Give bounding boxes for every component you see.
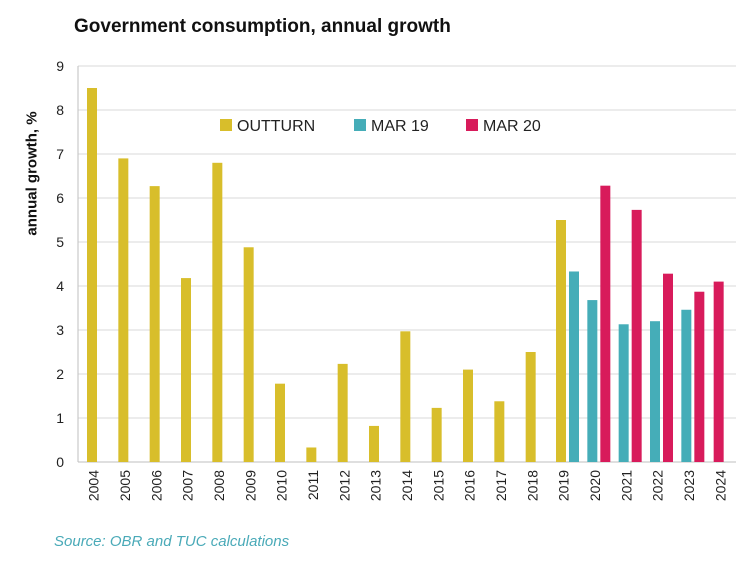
chart-title: Government consumption, annual growth — [74, 16, 451, 37]
x-tick-label: 2012 — [336, 470, 352, 501]
y-tick-label: 9 — [56, 58, 64, 74]
y-axis-ticks: 0 1 2 3 4 5 6 7 8 9 — [56, 58, 64, 470]
x-tick-label: 2011 — [305, 470, 321, 500]
x-tick-label: 2021 — [618, 470, 634, 501]
x-tick-label: 2016 — [462, 470, 478, 501]
x-tick-label: 2019 — [556, 470, 572, 501]
legend-label: MAR 20 — [483, 118, 541, 135]
bar-outturn-2017 — [494, 401, 505, 462]
x-tick-label: 2023 — [681, 470, 697, 501]
bar-outturn-2005 — [118, 158, 129, 462]
bar-outturn-2009 — [243, 247, 254, 462]
y-tick-label: 7 — [56, 146, 64, 162]
bar-mar-20-2020 — [600, 185, 611, 462]
y-tick-label: 0 — [56, 454, 64, 470]
y-tick-label: 3 — [56, 322, 64, 338]
y-tick-label: 1 — [56, 410, 64, 426]
legend-label: OUTTURN — [237, 118, 315, 135]
bar-outturn-2012 — [337, 363, 348, 462]
bar-mar-19-2021 — [618, 324, 629, 462]
x-tick-label: 2014 — [399, 470, 415, 501]
x-tick-label: 2009 — [242, 470, 258, 501]
bar-outturn-2011 — [306, 447, 317, 462]
bar-outturn-2008 — [212, 162, 223, 463]
y-tick-label: 8 — [56, 102, 64, 118]
source-note: Source: OBR and TUC calculations — [54, 533, 290, 550]
bar-outturn-2013 — [369, 425, 379, 462]
bar-mar-19-2019 — [569, 271, 579, 462]
x-tick-label: 2017 — [493, 470, 509, 501]
x-tick-label: 2004 — [86, 470, 102, 501]
bar-outturn-2010 — [275, 383, 285, 462]
bar-outturn-2018 — [525, 352, 536, 462]
x-tick-label: 2008 — [211, 470, 227, 501]
bar-mar-19-2022 — [650, 321, 660, 462]
bars — [87, 88, 724, 463]
x-tick-label: 2007 — [180, 470, 196, 501]
bar-mar-20-2022 — [663, 273, 673, 462]
x-axis-ticks: 2004 2005 2006 2007 2008 2009 2010 2011 2012 2013… — [86, 470, 729, 501]
y-tick-label: 2 — [56, 366, 64, 382]
bar-mar-20-2024 — [713, 281, 724, 462]
bar-outturn-2004 — [87, 88, 97, 462]
bar-mar-19-2020 — [587, 300, 598, 462]
y-tick-label: 5 — [56, 234, 64, 250]
bar-mar-19-2023 — [681, 309, 692, 462]
legend-swatch — [466, 119, 478, 131]
legend-label: MAR 19 — [371, 118, 429, 135]
bar-outturn-2015 — [431, 407, 442, 462]
x-tick-label: 2010 — [274, 470, 290, 501]
legend: OUTTURN MAR 19 MAR 20 — [220, 118, 541, 135]
bar-outturn-2014 — [400, 331, 411, 462]
bar-outturn-2006 — [149, 186, 160, 462]
bar-outturn-2016 — [463, 369, 473, 462]
bar-mar-20-2021 — [631, 209, 642, 462]
bar-outturn-2019 — [556, 220, 566, 462]
y-tick-label: 4 — [56, 278, 64, 294]
x-tick-label: 2018 — [524, 470, 540, 501]
x-tick-label: 2022 — [650, 470, 666, 501]
x-tick-label: 2015 — [430, 470, 446, 501]
y-tick-label: 6 — [56, 190, 64, 206]
x-tick-label: 2024 — [712, 470, 728, 501]
x-tick-label: 2020 — [587, 470, 603, 501]
legend-swatch — [354, 119, 366, 131]
x-tick-label: 2006 — [148, 470, 164, 501]
legend-swatch — [220, 119, 232, 131]
bar-mar-20-2023 — [694, 291, 705, 462]
x-tick-label: 2005 — [117, 470, 133, 501]
x-tick-label: 2013 — [368, 470, 384, 501]
bar-outturn-2007 — [181, 278, 191, 462]
